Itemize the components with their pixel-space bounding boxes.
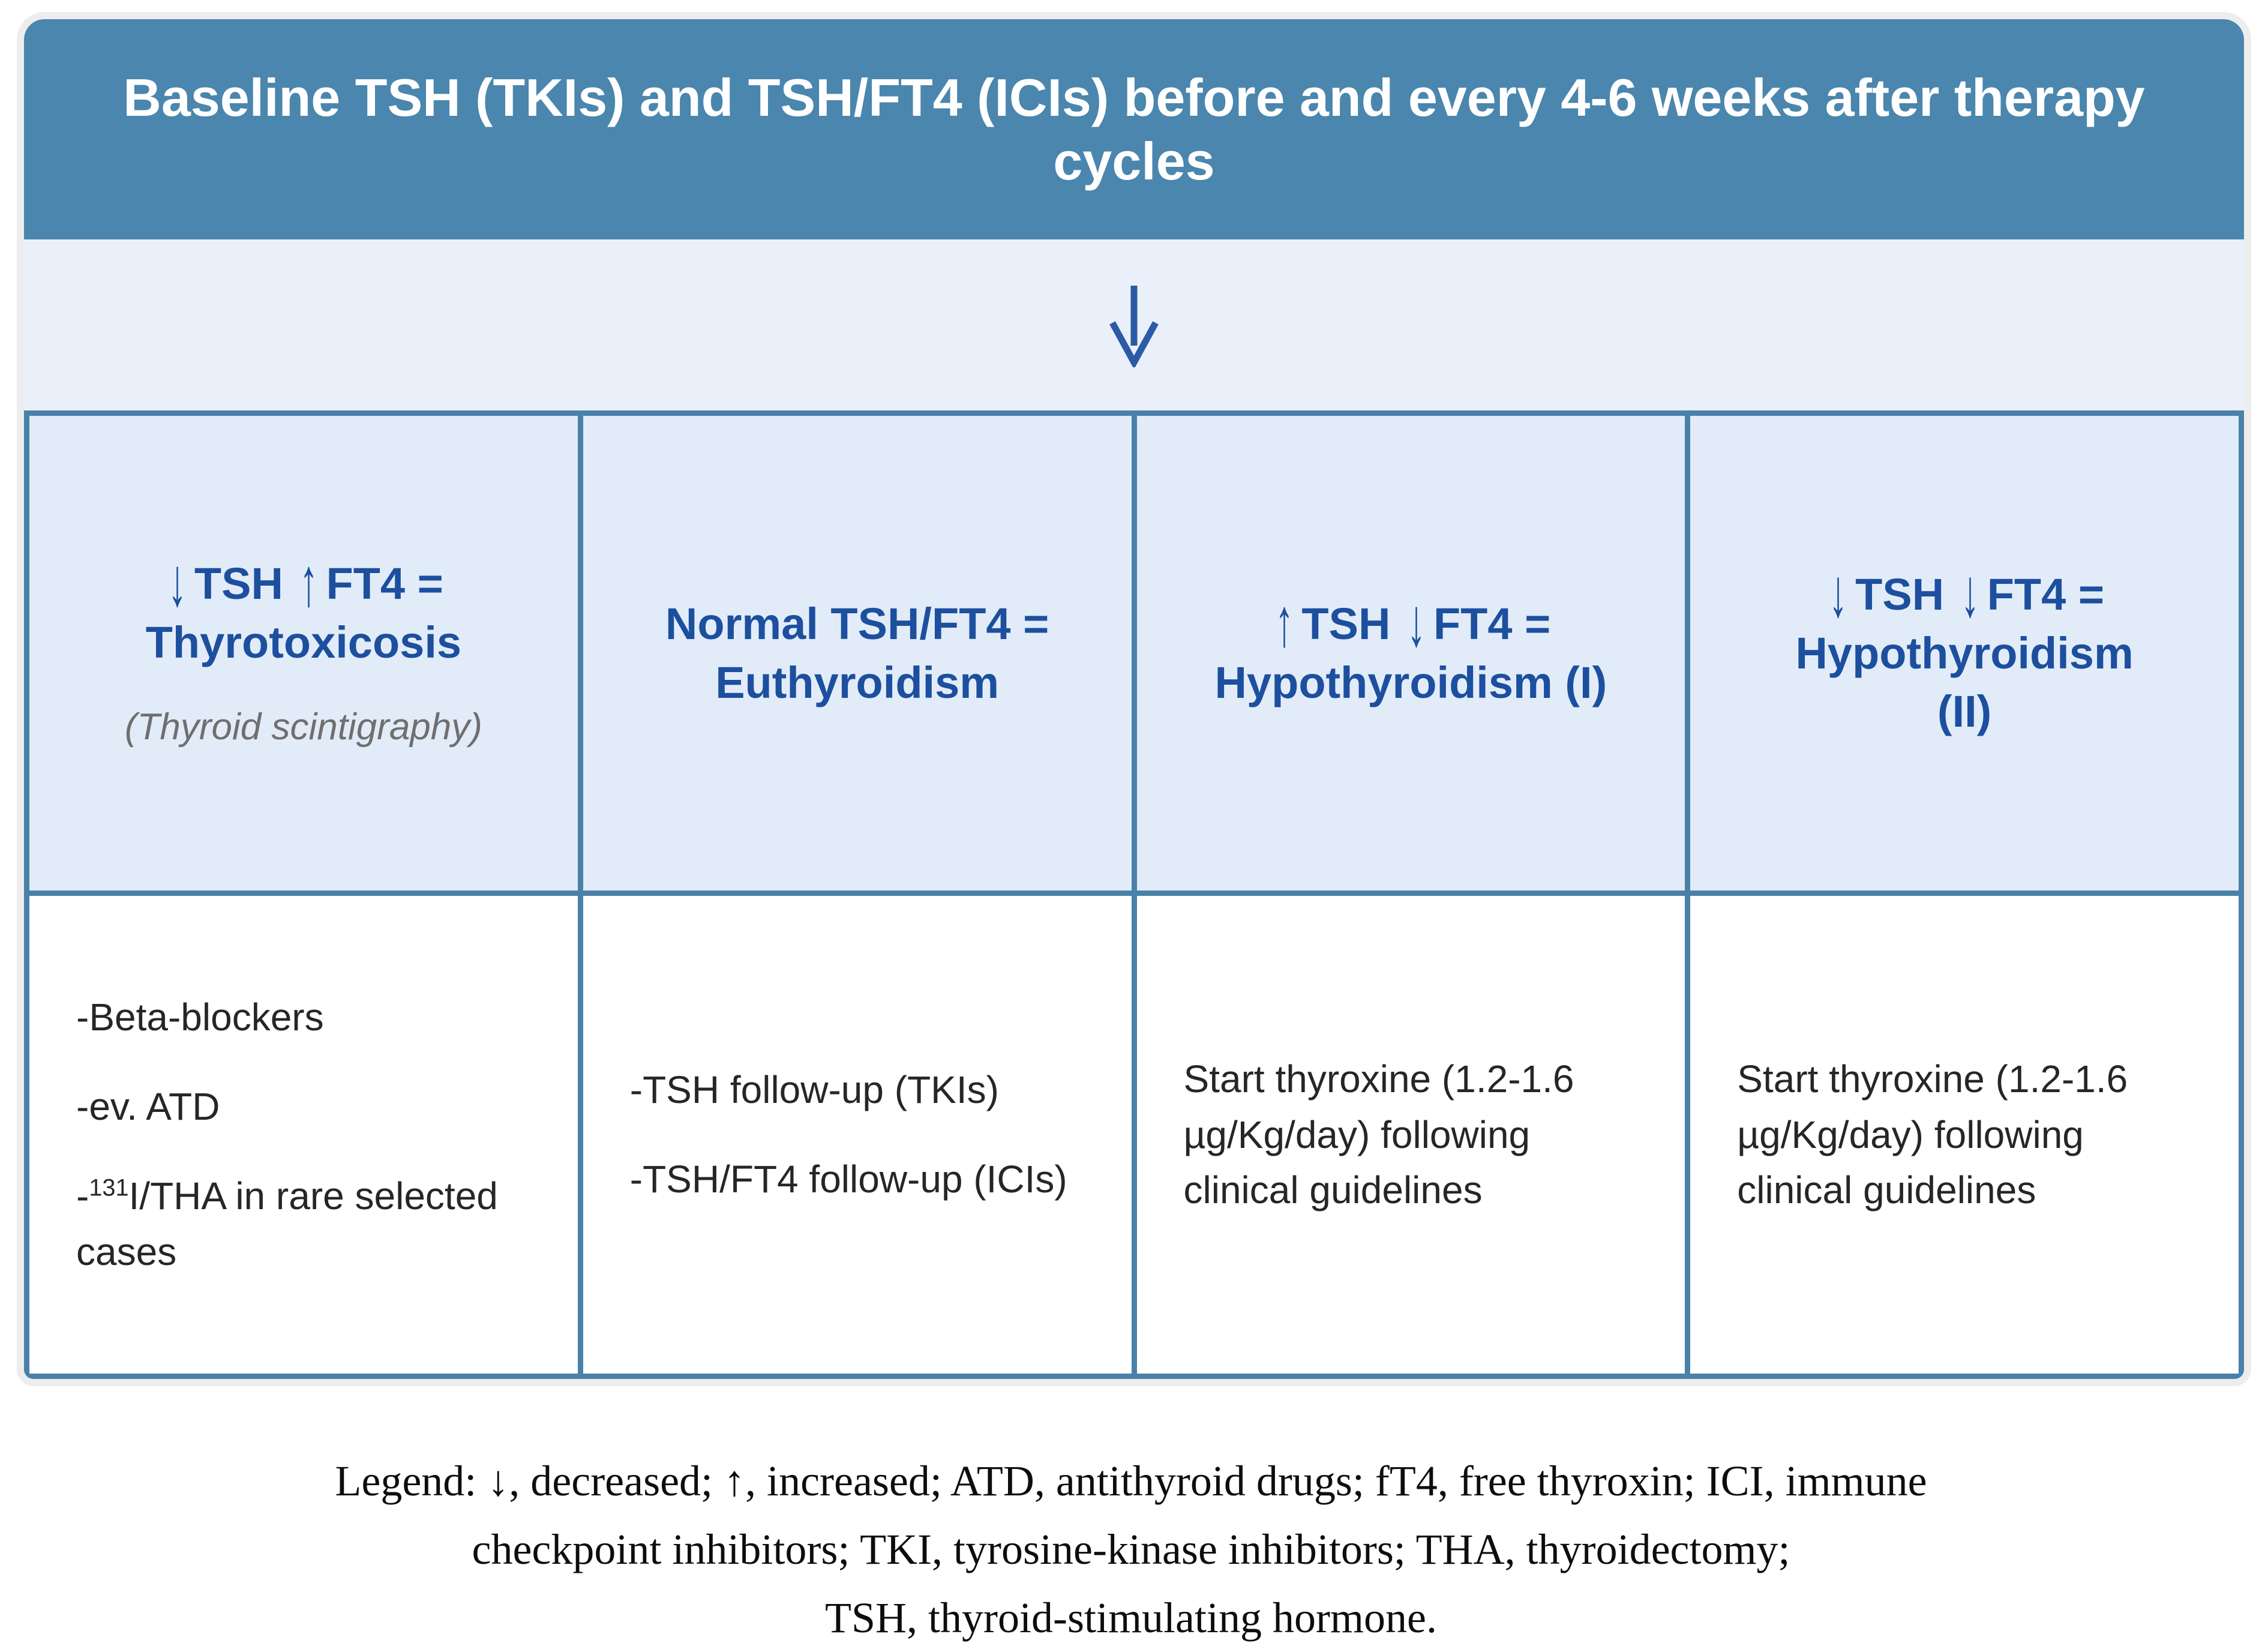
legend-line-2: checkpoint inhibitors; TKI, tyrosine-kin… <box>0 1516 2262 1584</box>
legend-line-3: TSH, thyroid-stimulating hormone. <box>0 1584 2262 1652</box>
header-text: TSH <box>1855 569 1944 619</box>
list-item: -TSH follow-up (TKIs) <box>630 1062 1085 1118</box>
header-line-1: Normal TSH/FT4 = <box>665 595 1049 653</box>
column-header-hypothyroidism-1: ↑TSH ↓FT4 = Hypothyroidism (I) <box>1137 416 1685 891</box>
header-text: FT4 = <box>1987 569 2104 619</box>
header-line-3: (II) <box>1937 682 1991 741</box>
paragraph: Start thyroxine (1.2-1.6 µg/Kg/day) foll… <box>1184 1051 1639 1218</box>
list-item: -TSH/FT4 follow-up (ICIs) <box>630 1152 1085 1207</box>
flow-arrow-strip <box>24 239 2244 410</box>
header-line-1: ↓TSH ↑FT4 = <box>164 554 443 613</box>
item-text: I/THA in rare selected cases <box>76 1174 498 1273</box>
cell-euthyroidism-management: -TSH follow-up (TKIs) -TSH/FT4 follow-up… <box>583 896 1132 1374</box>
header-line-2: Euthyroidism <box>715 653 999 712</box>
column-header-euthyroidism: Normal TSH/FT4 = Euthyroidism <box>583 416 1132 891</box>
figure-title: Baseline TSH (TKIs) and TSH/FT4 (ICIs) b… <box>114 66 2154 193</box>
header-text: TSH <box>194 559 283 608</box>
header-text: TSH <box>1301 599 1390 649</box>
paragraph: Start thyroxine (1.2-1.6 µg/Kg/day) foll… <box>1737 1051 2192 1218</box>
header-text: FT4 = <box>1433 599 1550 649</box>
header-line-1: ↓TSH ↓FT4 = <box>1825 565 2104 624</box>
column-header-hypothyroidism-2: ↓TSH ↓FT4 = Hypothyroidism (II) <box>1690 416 2239 891</box>
cell-hypothyroidism-1-management: Start thyroxine (1.2-1.6 µg/Kg/day) foll… <box>1137 896 1685 1374</box>
outcome-table: ↓TSH ↑FT4 = Thyrotoxicosis (Thyroid scin… <box>24 410 2244 1379</box>
cell-thyrotoxicosis-management: -Beta-blockers -ev. ATD -131I/THA in rar… <box>29 896 578 1374</box>
header-line-1: ↑TSH ↓FT4 = <box>1271 595 1550 653</box>
cell-hypothyroidism-2-management: Start thyroxine (1.2-1.6 µg/Kg/day) foll… <box>1690 896 2239 1374</box>
down-arrow-icon: ↓ <box>1829 547 1847 638</box>
item-prefix: - <box>76 1174 89 1218</box>
list-item: -131I/THA in rare selected cases <box>76 1168 531 1280</box>
title-band: Baseline TSH (TKIs) and TSH/FT4 (ICIs) b… <box>24 19 2244 239</box>
down-arrow-icon: ↓ <box>168 536 186 627</box>
down-arrow-icon: ↓ <box>1961 547 1979 638</box>
list-item: -Beta-blockers <box>76 990 531 1045</box>
down-arrow-icon <box>1106 283 1162 367</box>
up-arrow-icon: ↑ <box>300 536 318 627</box>
monitoring-algorithm-figure: Baseline TSH (TKIs) and TSH/FT4 (ICIs) b… <box>17 12 2251 1386</box>
scintigraphy-note: (Thyroid scintigraphy) <box>125 703 482 752</box>
header-text: FT4 = <box>326 559 443 608</box>
legend-line-1: Legend: ↓, decreased; ↑, increased; ATD,… <box>0 1447 2262 1516</box>
figure-legend: Legend: ↓, decreased; ↑, increased; ATD,… <box>0 1447 2262 1652</box>
down-arrow-icon: ↓ <box>1407 577 1425 667</box>
column-header-thyrotoxicosis: ↓TSH ↑FT4 = Thyrotoxicosis (Thyroid scin… <box>29 416 578 891</box>
up-arrow-icon: ↑ <box>1276 577 1294 667</box>
isotope-superscript: 131 <box>89 1175 128 1201</box>
list-item: -ev. ATD <box>76 1079 531 1135</box>
